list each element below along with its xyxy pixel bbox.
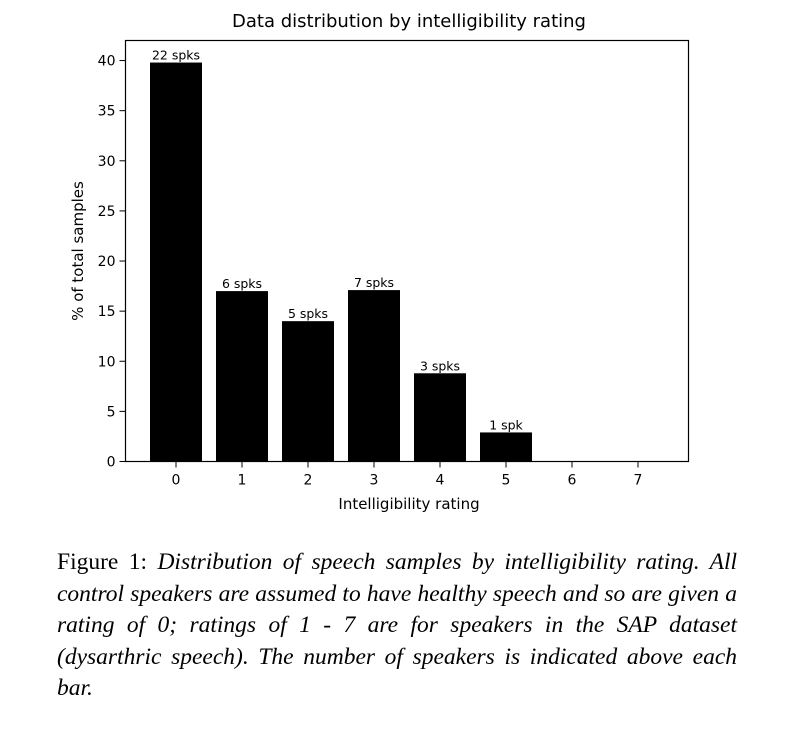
x-tick-label: 4 <box>436 473 445 489</box>
bar <box>348 290 400 462</box>
y-axis: 0 5 10 15 20 25 30 35 40 <box>98 54 126 471</box>
x-tick-label: 6 <box>568 473 577 489</box>
y-tick-label: 30 <box>98 154 116 170</box>
figure-caption: Figure 1: Distribution of speech samples… <box>57 547 737 705</box>
y-tick-label: 15 <box>98 304 116 320</box>
x-tick-label: 1 <box>238 473 247 489</box>
bar-chart: Data distribution by intelligibility rat… <box>69 11 690 513</box>
x-axis: 0 1 2 3 4 5 6 7 <box>172 461 643 489</box>
x-tick-label: 5 <box>502 473 511 489</box>
x-axis-label: Intelligibility rating <box>338 495 479 513</box>
x-tick-label: 2 <box>304 473 313 489</box>
x-tick-label: 7 <box>634 473 643 489</box>
y-tick-label: 40 <box>98 54 116 70</box>
y-tick-label: 10 <box>98 354 116 370</box>
bar-label: 5 spks <box>288 306 328 321</box>
bars-group <box>150 62 532 462</box>
chart-title: Data distribution by intelligibility rat… <box>232 11 586 32</box>
bar <box>150 62 202 462</box>
caption-label: Figure 1: <box>57 549 148 575</box>
bar-label: 22 spks <box>152 48 200 63</box>
bar-label: 1 spk <box>489 417 523 432</box>
bar-labels-group: 22 spks 6 spks 5 spks 7 spks 3 spks 1 spk <box>152 48 524 433</box>
bar-label: 6 spks <box>222 276 262 291</box>
x-tick-label: 3 <box>370 473 379 489</box>
y-tick-label: 20 <box>98 254 116 270</box>
y-tick-label: 5 <box>107 404 116 420</box>
y-tick-label: 0 <box>107 455 116 471</box>
bar <box>216 291 268 462</box>
bar <box>414 373 466 462</box>
y-axis-label: % of total samples <box>69 181 87 321</box>
plot-frame <box>124 39 690 463</box>
bar <box>480 432 532 462</box>
y-tick-label: 25 <box>98 204 116 220</box>
bar-label: 7 spks <box>354 275 394 290</box>
bar-label: 3 spks <box>420 358 460 373</box>
bar <box>282 321 334 462</box>
y-tick-label: 35 <box>98 104 116 120</box>
caption-text: Distribution of speech samples by intell… <box>57 549 738 701</box>
x-tick-label: 0 <box>172 473 181 489</box>
